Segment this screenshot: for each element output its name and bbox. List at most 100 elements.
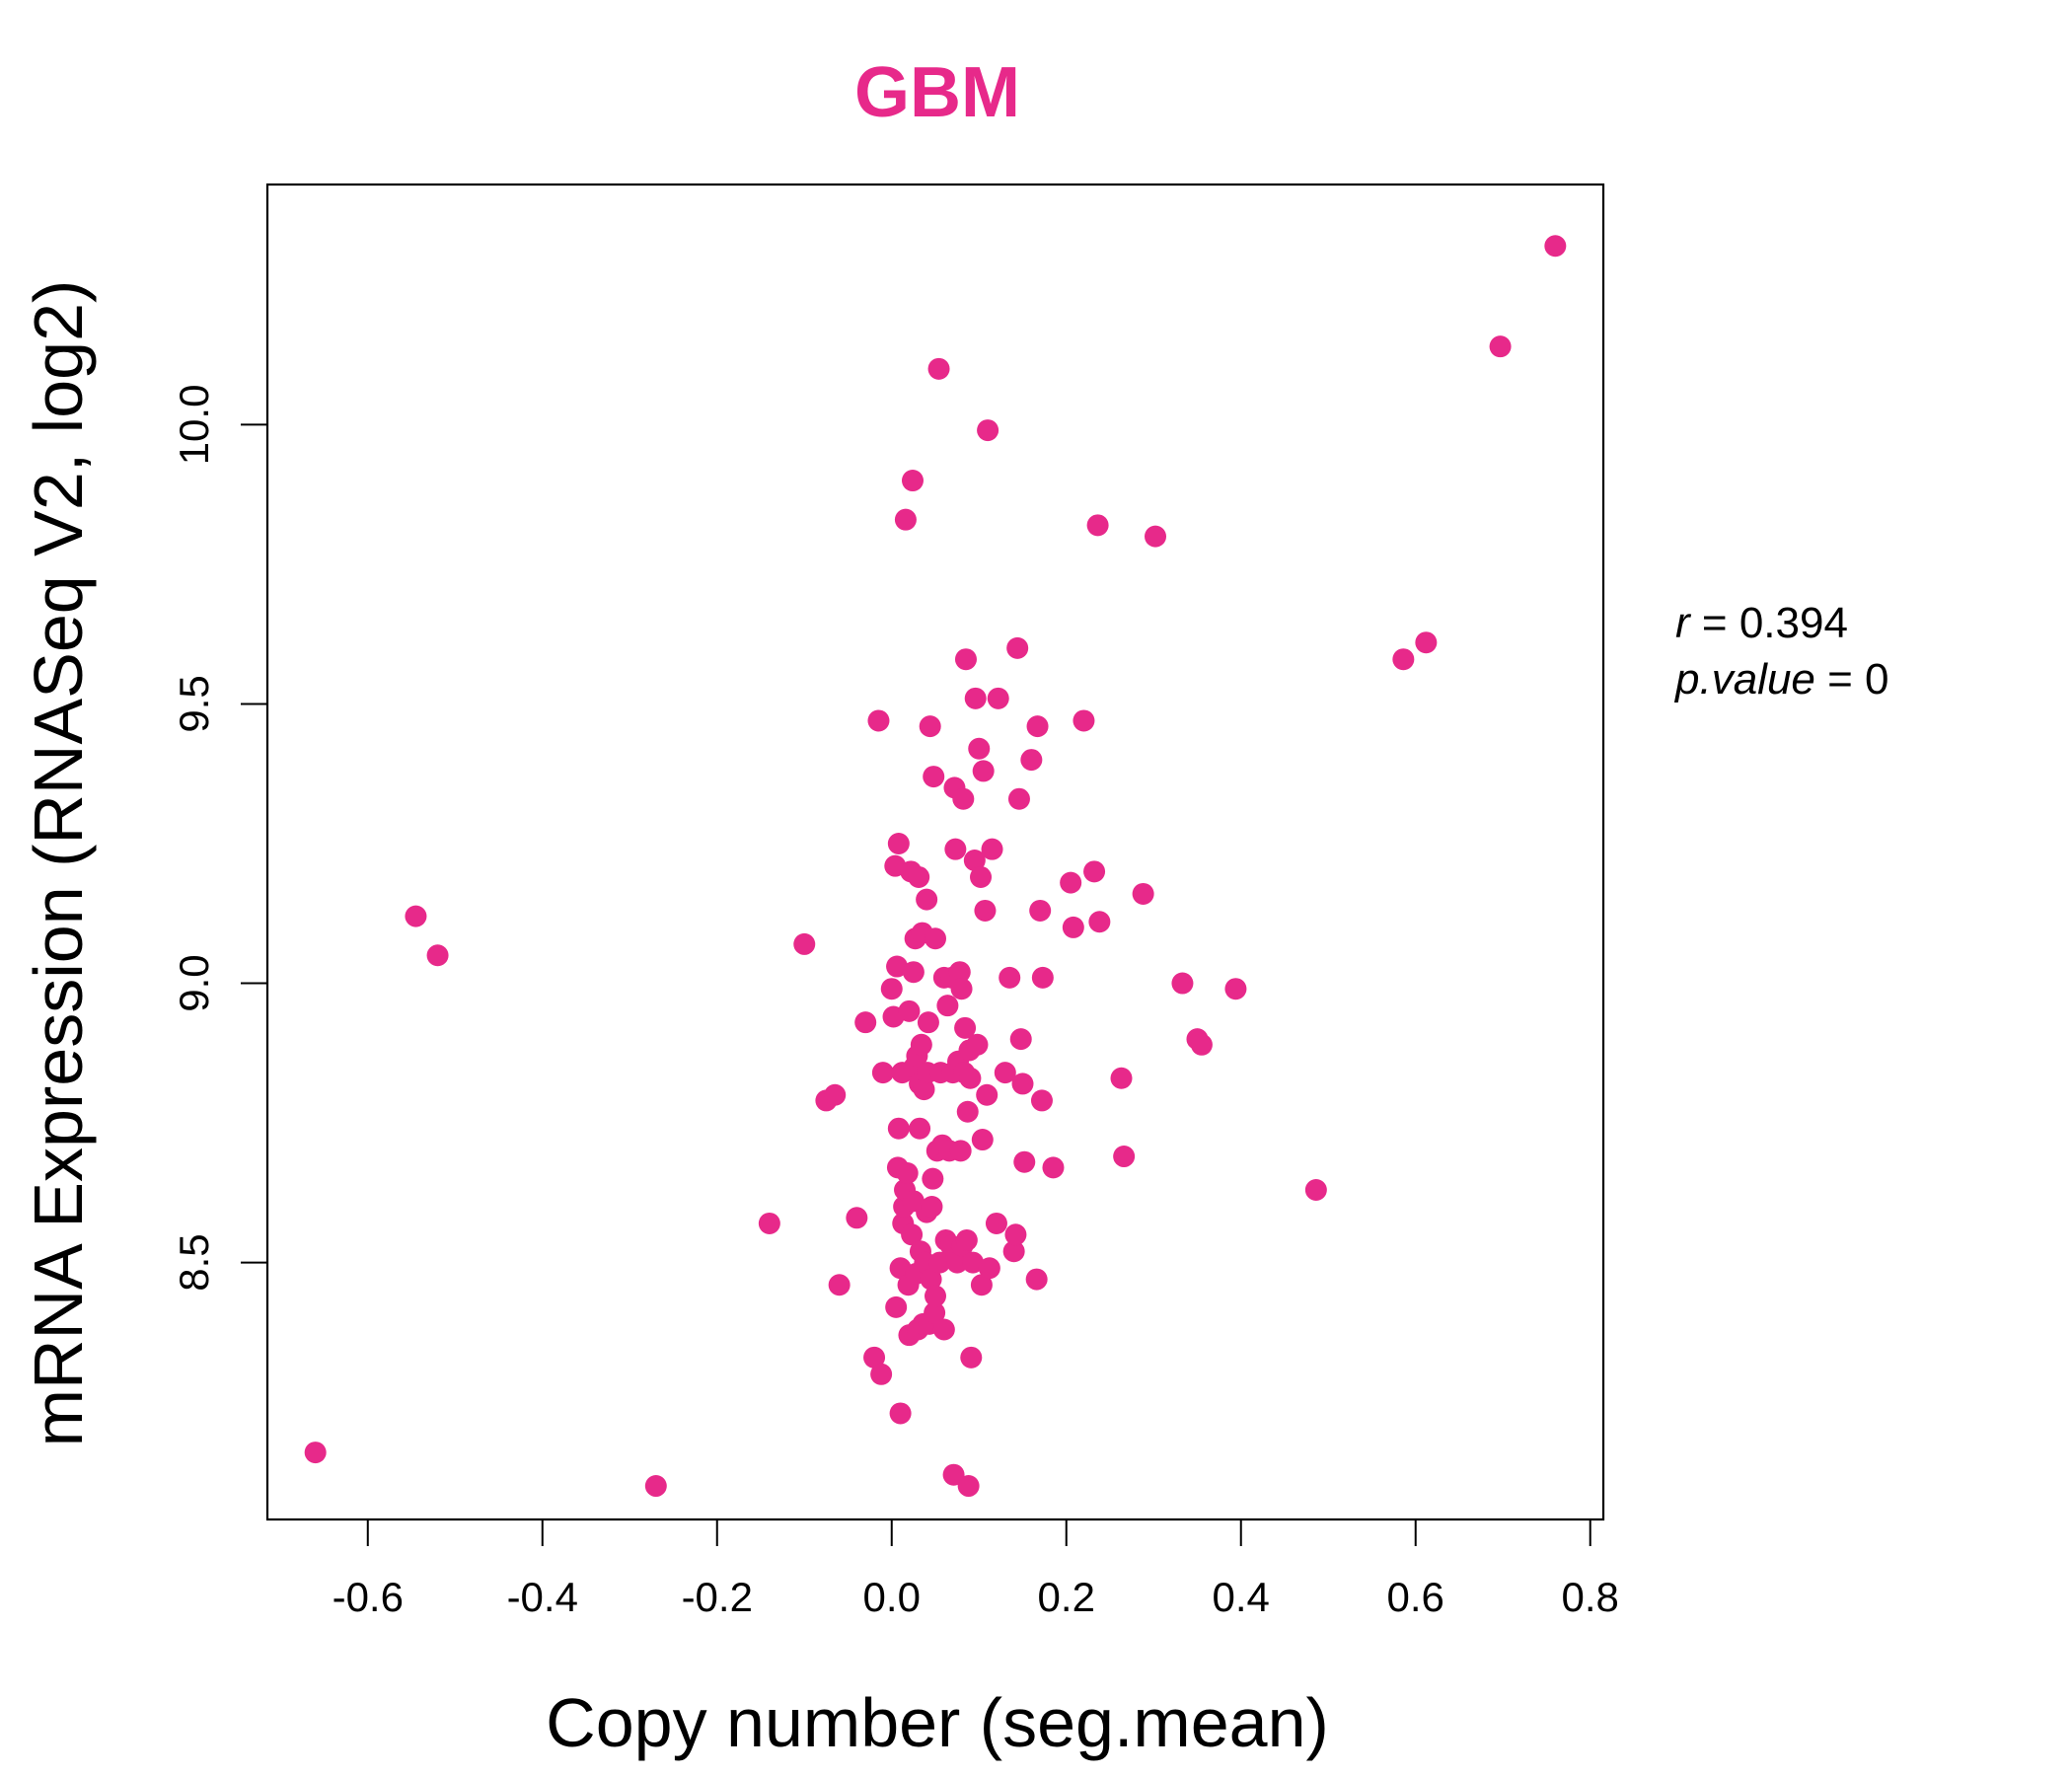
data-point	[1031, 966, 1054, 989]
data-point	[871, 1062, 894, 1084]
y-tick-label: 9.0	[171, 954, 217, 1011]
x-tick-label: 0.8	[1562, 1574, 1619, 1620]
data-point	[1132, 882, 1154, 905]
data-point	[928, 1251, 951, 1274]
data-point	[880, 978, 903, 1000]
data-point	[1026, 715, 1049, 738]
data-point	[948, 961, 971, 984]
data-point	[946, 1251, 969, 1274]
data-point	[1073, 709, 1095, 732]
y-tick-label: 10.0	[171, 385, 217, 466]
data-point	[944, 838, 967, 860]
data-point	[952, 787, 975, 810]
data-point	[1011, 1073, 1034, 1095]
data-point	[976, 1083, 999, 1106]
data-point	[1013, 1150, 1036, 1173]
data-point	[902, 961, 925, 984]
data-point	[793, 932, 816, 955]
data-point	[758, 1212, 780, 1234]
data-point	[1190, 1033, 1213, 1056]
plot-area: -0.6 -0.4 -0.2 0.0 0.2 0.4 0.6 0.8 8.5 9.0 9.5 10.0	[171, 183, 1619, 1620]
p-annotation: p.value = 0	[1673, 655, 1889, 703]
data-point	[1415, 631, 1438, 654]
data-point	[916, 888, 938, 911]
data-point	[959, 1067, 982, 1089]
data-point	[942, 1463, 965, 1486]
data-point	[1062, 916, 1084, 938]
data-point	[966, 1033, 989, 1056]
data-point	[985, 1212, 1007, 1234]
data-point	[955, 1228, 978, 1251]
data-point	[927, 357, 950, 380]
data-point	[963, 849, 986, 871]
data-point	[925, 927, 946, 950]
data-point	[644, 1475, 667, 1498]
x-tick-label: 0.4	[1213, 1574, 1270, 1620]
y-tick-label: 9.5	[171, 675, 217, 732]
data-point	[1007, 787, 1030, 810]
data-point	[1088, 911, 1111, 933]
data-point	[898, 999, 921, 1022]
data-point	[954, 1016, 977, 1039]
data-point	[994, 1062, 1016, 1084]
data-point	[964, 687, 987, 709]
data-point	[981, 838, 1003, 860]
data-point	[925, 1285, 946, 1307]
data-point	[863, 1346, 886, 1369]
data-point	[950, 978, 973, 1000]
data-point	[886, 955, 909, 978]
x-tick-label: 0.6	[1387, 1574, 1444, 1620]
data-point	[956, 1100, 979, 1123]
data-point	[913, 1078, 935, 1101]
data-point	[923, 766, 945, 788]
data-point	[971, 1129, 994, 1151]
data-point	[1489, 335, 1512, 358]
data-point	[1004, 1223, 1027, 1246]
data-point	[972, 760, 995, 782]
data-point	[962, 1251, 985, 1274]
data-point	[1002, 1240, 1025, 1263]
data-point	[1029, 899, 1052, 922]
r-symbol: r	[1675, 599, 1692, 647]
data-point	[1304, 1178, 1327, 1201]
chart-title: GBM	[854, 53, 1020, 132]
data-point	[932, 1318, 955, 1341]
data-point	[954, 648, 977, 671]
data-point	[854, 1011, 877, 1034]
data-point	[870, 1363, 893, 1385]
data-point	[896, 1162, 919, 1185]
r-value: 0.394	[1739, 599, 1848, 647]
data-point	[885, 1295, 908, 1318]
data-point	[917, 1011, 939, 1034]
r-annotation: r = 0.394	[1675, 599, 1848, 647]
x-tick-label: -0.2	[682, 1574, 753, 1620]
data-point	[867, 709, 890, 732]
data-point	[957, 1475, 980, 1498]
data-point	[920, 1268, 942, 1291]
data-point	[828, 1274, 851, 1296]
data-point	[887, 833, 910, 855]
y-tick-label: 8.5	[171, 1233, 217, 1291]
data-point	[1042, 1156, 1065, 1179]
data-point	[304, 1442, 327, 1464]
data-point	[1006, 636, 1029, 659]
data-point	[405, 905, 427, 927]
data-point	[1113, 1146, 1136, 1168]
data-point	[824, 1083, 847, 1106]
x-tick-label: -0.6	[333, 1574, 404, 1620]
data-point	[921, 1195, 943, 1218]
data-point	[977, 419, 999, 442]
data-point	[949, 1140, 972, 1162]
data-point	[970, 865, 993, 888]
data-point	[1009, 1028, 1032, 1051]
data-point	[1060, 871, 1082, 894]
data-point	[1083, 860, 1106, 883]
data-point	[919, 715, 941, 738]
p-value: 0	[1865, 655, 1888, 703]
data-point	[901, 470, 924, 492]
data-point	[936, 995, 959, 1017]
data-point	[889, 1402, 912, 1425]
y-axis-label: mRNA Expression (RNASeq V2, log2)	[20, 280, 97, 1447]
